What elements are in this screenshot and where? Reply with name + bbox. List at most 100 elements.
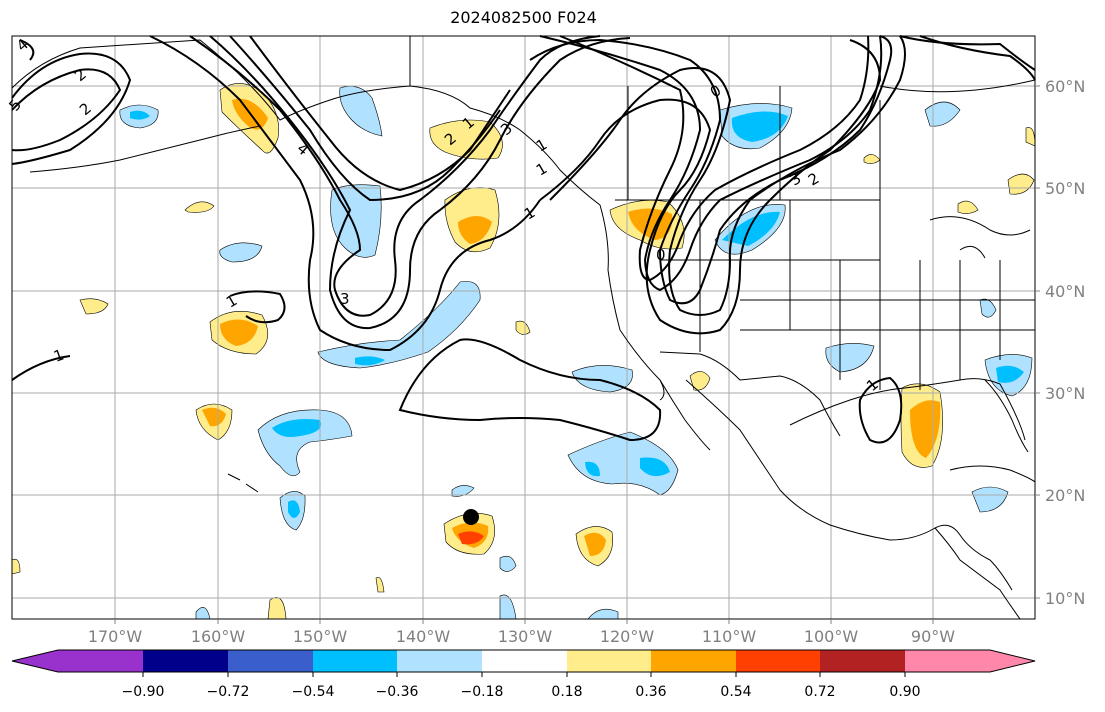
colorbar-outline [11, 649, 1036, 673]
contour [149, 35, 541, 352]
neg-anomaly [971, 486, 1009, 513]
colorbar-label: −0.54 [292, 684, 335, 700]
pos-anomaly [375, 577, 385, 593]
lat-label: 40°N [1045, 282, 1085, 301]
colorbar-segment-8 [736, 650, 820, 672]
colorbar-segment-9 [820, 650, 905, 672]
great-lakes [929, 216, 1031, 259]
contour [189, 35, 601, 317]
colorbar-label: −0.36 [376, 684, 419, 700]
lon-label: 90°W [911, 627, 955, 646]
shaded-anomalies [11, 83, 1036, 620]
hawaii [227, 473, 259, 493]
contour [209, 35, 631, 330]
pos-anomaly [11, 558, 21, 575]
neg-anomaly [567, 431, 679, 496]
lon-label: 130°W [498, 627, 553, 646]
contour [539, 39, 882, 335]
lon-label: 170°W [88, 627, 143, 646]
neg-anomaly [355, 356, 385, 366]
colorbar-label: −0.90 [122, 684, 165, 700]
contour [858, 376, 903, 444]
neg-anomaly [330, 184, 382, 258]
neg-anomaly [219, 242, 263, 263]
lat-label: 20°N [1045, 486, 1085, 505]
west-coast [599, 204, 665, 401]
mexico-coast [685, 379, 1013, 591]
contour [919, 35, 1036, 81]
pos-anomaly [1007, 173, 1035, 195]
lon-label: 110°W [702, 627, 757, 646]
contour [11, 355, 71, 381]
central-america [934, 527, 1021, 620]
neg-anomaly [640, 457, 670, 477]
aleutians [29, 125, 261, 173]
gridlines [12, 36, 1035, 619]
colorbar-label: 0.36 [635, 684, 666, 700]
neg-anomaly [979, 298, 997, 318]
contour [539, 35, 883, 292]
contour [529, 35, 893, 305]
lat-label: 60°N [1045, 77, 1085, 96]
neg-anomaly [499, 555, 517, 572]
lat-label: 10°N [1045, 589, 1085, 608]
lat-label: 50°N [1045, 179, 1085, 198]
colorbar: −0.90 −0.72 −0.54 −0.36 −0.18 0.18 0.36 … [11, 649, 1036, 700]
neg-anomaly [722, 211, 780, 246]
neg-anomaly [825, 343, 875, 373]
pos-anomaly [79, 298, 109, 315]
contour [398, 338, 662, 442]
colorbar-segment-3 [313, 650, 397, 672]
lat-label: 30°N [1045, 384, 1085, 403]
neg-anomaly [130, 110, 150, 120]
pos-anomaly [458, 216, 492, 244]
neg-anomaly [924, 101, 961, 127]
lon-labels: 170°W 160°W 150°W 140°W 130°W 120°W 110°… [88, 627, 955, 646]
lon-label: 140°W [396, 627, 451, 646]
contour-label: 0 [656, 246, 666, 264]
colorbar-label: 0.90 [889, 684, 920, 700]
contour [11, 68, 122, 152]
colorbar-segment-10 [905, 650, 1035, 672]
canada-prov [627, 79, 1036, 200]
contour [549, 35, 906, 316]
colorbar-label: 0.54 [720, 684, 751, 700]
pos-anomaly [202, 407, 226, 427]
contour [11, 52, 132, 165]
colorbar-segment-6 [567, 650, 651, 672]
colorbar-segment-2 [228, 650, 313, 672]
pos-anomaly [220, 319, 258, 346]
colorbar-label: −0.72 [207, 684, 250, 700]
florida [984, 379, 1029, 453]
neg-anomaly [585, 461, 600, 477]
pos-anomaly [957, 200, 979, 214]
baja [659, 379, 711, 451]
neg-anomaly [339, 86, 383, 137]
colorbar-segment-0 [12, 650, 143, 672]
colorbar-segment-7 [651, 650, 736, 672]
contour [19, 39, 35, 61]
lat-labels: 60°N 50°N 40°N 30°N 20°N 10°N [1045, 77, 1085, 608]
pos-anomaly [689, 371, 711, 391]
colorbar-label: 0.18 [551, 684, 582, 700]
pos-anomaly [184, 201, 215, 213]
neg-anomaly [996, 365, 1024, 383]
lon-ticks [114, 619, 934, 624]
storm-center-marker [463, 509, 479, 525]
contour [229, 290, 286, 324]
contour [249, 35, 511, 192]
gulf-coast [789, 378, 1026, 441]
neg-anomaly [451, 485, 475, 497]
colorbar-segment-5 [482, 650, 567, 672]
contour [899, 35, 1036, 71]
colorbar-label: −0.18 [461, 684, 504, 700]
neg-anomaly [288, 500, 300, 518]
pos-anomaly [584, 532, 606, 556]
alaska-coast [11, 39, 601, 206]
lon-label: 120°W [600, 627, 655, 646]
lat-ticks [1035, 85, 1040, 599]
pos-anomaly [515, 320, 531, 335]
colorbar-segment-4 [397, 650, 482, 672]
lon-label: 100°W [804, 627, 859, 646]
